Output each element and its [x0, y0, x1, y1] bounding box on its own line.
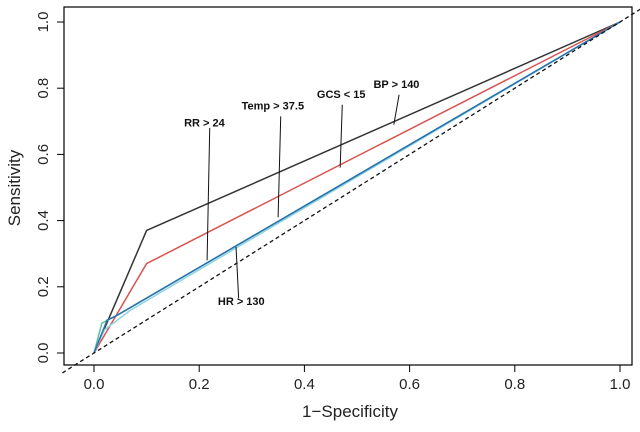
annotation-leader-4	[393, 94, 400, 125]
y-tick-label: 1.0	[35, 12, 52, 33]
roc-curve-1	[93, 21, 621, 354]
annotation-leader-3	[339, 104, 343, 168]
x-tick-label: 0.0	[84, 376, 105, 393]
annotation-label: BP > 140	[373, 79, 419, 91]
annotation-layer: RR > 24 Temp > 37.5 GCS < 15 BP > 140 HR > 1…	[184, 79, 419, 308]
annotation-leader-2	[277, 116, 282, 218]
y-axis: 0.0 0.2 0.4 0.6 0.8 1.0	[35, 12, 65, 364]
roc-curve-5	[93, 21, 621, 354]
roc-curve-4	[93, 21, 621, 354]
plot-frame	[63, 6, 633, 366]
annotation-label: Temp > 37.5	[242, 101, 304, 113]
y-tick-label: 0.2	[35, 276, 52, 297]
annotation-label: HR > 130	[218, 296, 265, 308]
roc-curve-2	[93, 21, 621, 354]
y-tick-label: 0.8	[35, 78, 52, 99]
x-tick-label: 1.0	[610, 376, 631, 393]
x-tick-label: 0.8	[504, 376, 525, 393]
y-tick-label: 0.0	[35, 343, 52, 364]
y-tick-label: 0.4	[35, 210, 52, 231]
annotation-label: GCS < 15	[317, 89, 366, 101]
x-tick-label: 0.2	[189, 376, 210, 393]
annotation-leader-5	[235, 247, 240, 299]
x-axis: 0.0 0.2 0.4 0.6 0.8 1.0	[84, 364, 631, 393]
y-axis-title: Sensitivity	[5, 149, 24, 226]
annotation-leader-1	[206, 127, 211, 261]
series-layer	[62, 8, 640, 374]
y-tick-label: 0.6	[35, 144, 52, 165]
x-axis-title: 1−Specificity	[302, 402, 398, 421]
reference-diagonal	[62, 8, 640, 374]
x-tick-label: 0.4	[294, 376, 315, 393]
x-tick-label: 0.6	[399, 376, 420, 393]
annotation-label: RR > 24	[184, 117, 226, 129]
roc-curve-3	[93, 21, 621, 354]
